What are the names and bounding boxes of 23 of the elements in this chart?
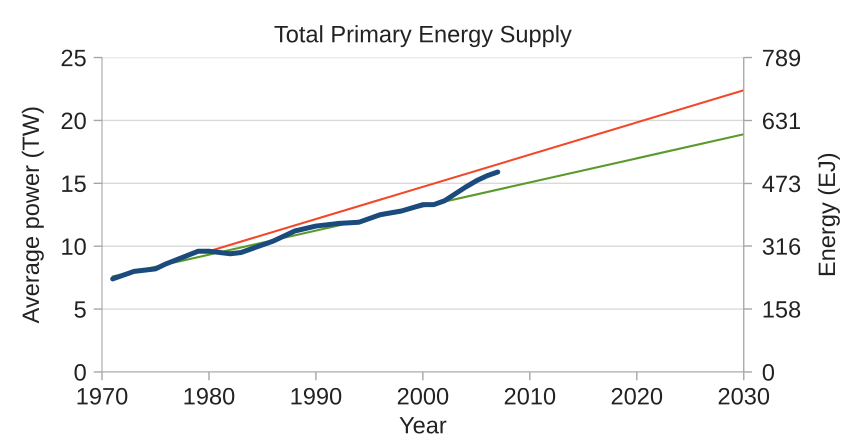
x-tick-label: 1990 — [291, 388, 342, 405]
x-tick-label: 1970 — [78, 388, 128, 405]
x-tick-label: 2010 — [504, 388, 556, 405]
y2-tick-label: 316 — [762, 238, 800, 255]
y-tick-label: 20 — [62, 112, 86, 130]
x-tick-label: 1980 — [184, 388, 234, 405]
chart-title: Total Primary Energy Supply — [274, 25, 572, 48]
x-tick-label: 2020 — [612, 388, 662, 405]
y2-tick-label: 158 — [764, 301, 800, 318]
x-tick-label: 2030 — [718, 388, 770, 405]
y-tick-label: 0 — [74, 364, 86, 381]
y-tick-label: 5 — [74, 301, 86, 318]
y-tick-label: 15 — [62, 176, 86, 192]
y-tick-label: 10 — [62, 238, 86, 255]
y2-axis-title: Energy (EJ) — [818, 154, 840, 276]
y2-tick-label: 0 — [762, 364, 774, 381]
y2-tick-label: 631 — [763, 112, 800, 130]
x-axis-title: Year — [400, 417, 446, 434]
x-tick-label: 2000 — [398, 388, 448, 405]
y-axis-title: Average power (TW) — [22, 108, 44, 324]
y2-tick-label: 789 — [763, 50, 800, 66]
y2-tick-label: 473 — [762, 176, 800, 192]
y-tick-label: 25 — [62, 50, 86, 66]
